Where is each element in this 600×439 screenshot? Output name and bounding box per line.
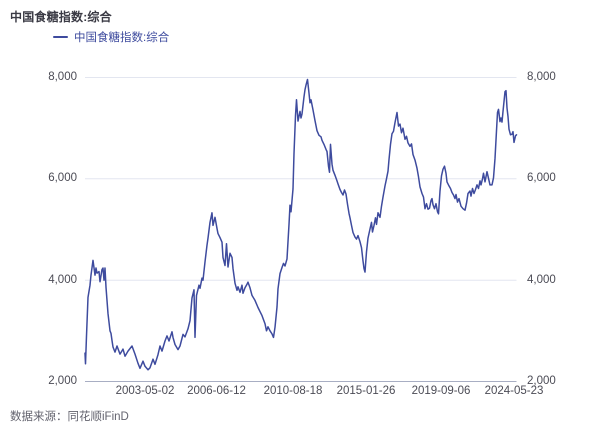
legend[interactable]: 中国食糖指数:综合: [53, 29, 169, 45]
price-line: [84, 78, 518, 371]
legend-series-label: 中国食糖指数:综合: [74, 32, 170, 44]
legend-line-marker: [53, 35, 68, 39]
chart-title: 中国食糖指数:综合: [10, 10, 112, 24]
data-source-note: 数据来源：同花顺iFinD: [10, 411, 129, 423]
